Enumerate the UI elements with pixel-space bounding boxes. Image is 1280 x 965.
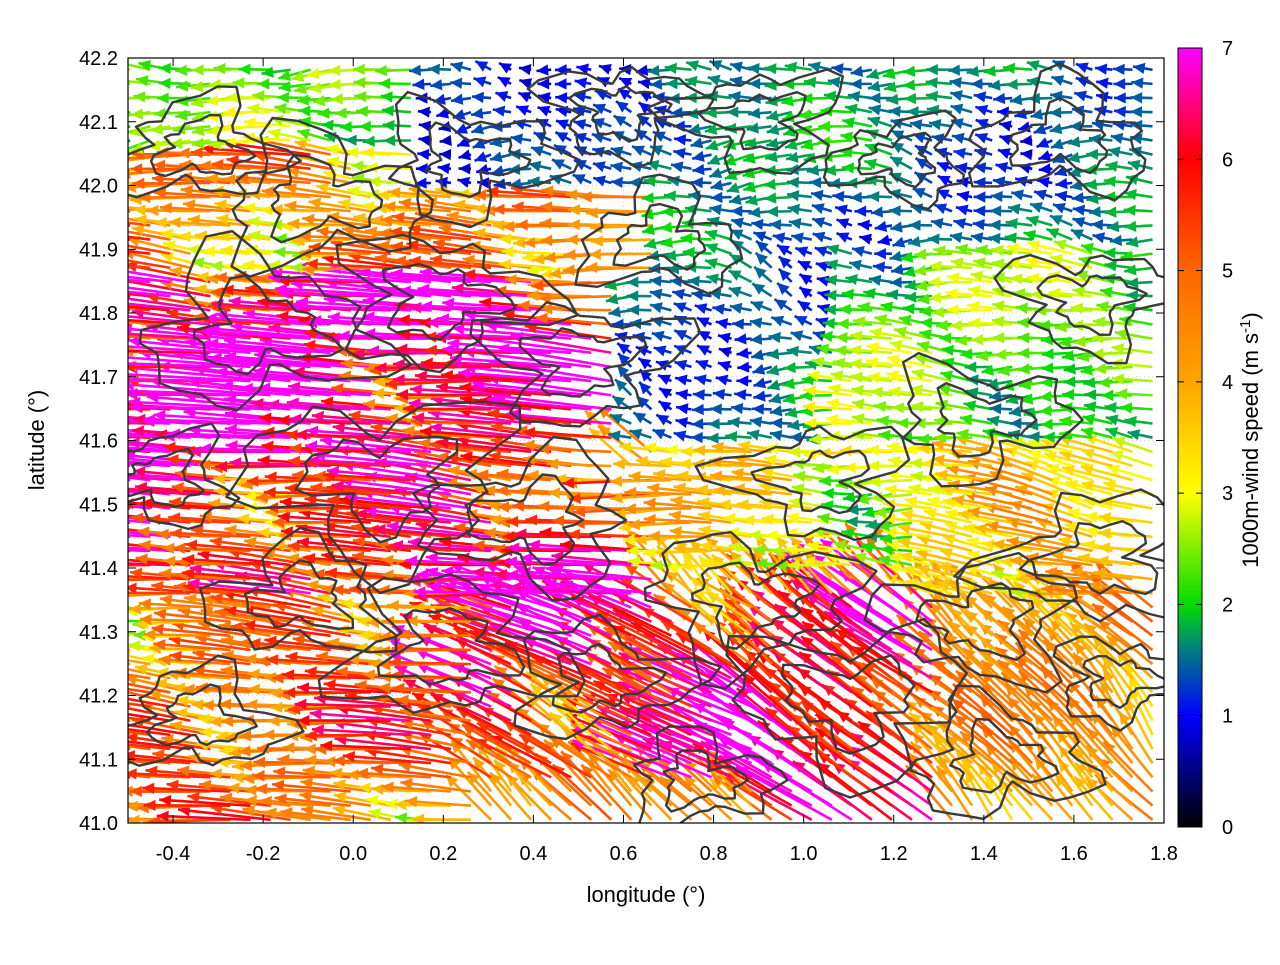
- x-tick-label: 0.0: [339, 843, 367, 865]
- colorbar-tick-label: 6: [1222, 149, 1233, 171]
- x-tick-label: 1.6: [1060, 843, 1088, 865]
- x-tick-label: 0.8: [700, 843, 728, 865]
- x-tick-label: 1.8: [1150, 843, 1178, 865]
- y-axis-label: latitude (°): [24, 390, 49, 491]
- x-tick-label: 0.2: [429, 843, 457, 865]
- y-tick-label: 41.6: [79, 431, 118, 453]
- colorbar-bar: [1178, 48, 1202, 827]
- x-tick-label: -0.4: [156, 843, 190, 865]
- x-tick-label: 1.2: [880, 843, 908, 865]
- y-tick-label: 42.0: [79, 176, 118, 198]
- colorbar-tick-label: 4: [1222, 372, 1233, 394]
- x-axis-label: longitude (°): [587, 882, 706, 907]
- y-tick-label: 41.2: [79, 686, 118, 708]
- x-tick-label: 0.4: [519, 843, 547, 865]
- x-tick-label: -0.2: [246, 843, 280, 865]
- y-tick-label: 42.1: [79, 112, 118, 134]
- y-tick-label: 41.5: [79, 494, 118, 516]
- colorbar-label: 1000m-wind speed (m s-1): [1237, 312, 1263, 567]
- colorbar-tick-label: 0: [1222, 817, 1233, 839]
- y-tick-label: 41.9: [79, 239, 118, 261]
- y-tick-label: 41.1: [79, 749, 118, 771]
- x-tick-label: 1.4: [970, 843, 998, 865]
- colorbar-tick-label: 7: [1222, 38, 1233, 60]
- colorbar-tick-label: 5: [1222, 261, 1233, 283]
- x-tick-label: 1.0: [790, 843, 818, 865]
- y-tick-label: 41.8: [79, 303, 118, 325]
- colorbar-tick-label: 3: [1222, 483, 1233, 505]
- colorbar-tick-label: 1: [1222, 706, 1233, 728]
- y-tick-label: 41.7: [79, 367, 118, 389]
- y-tick-label: 41.4: [79, 558, 118, 580]
- x-tick-label: 0.6: [610, 843, 638, 865]
- y-tick-label: 41.3: [79, 622, 118, 644]
- y-tick-label: 42.2: [79, 48, 118, 70]
- y-tick-label: 41.0: [79, 813, 118, 835]
- colorbar-tick-label: 2: [1222, 594, 1233, 616]
